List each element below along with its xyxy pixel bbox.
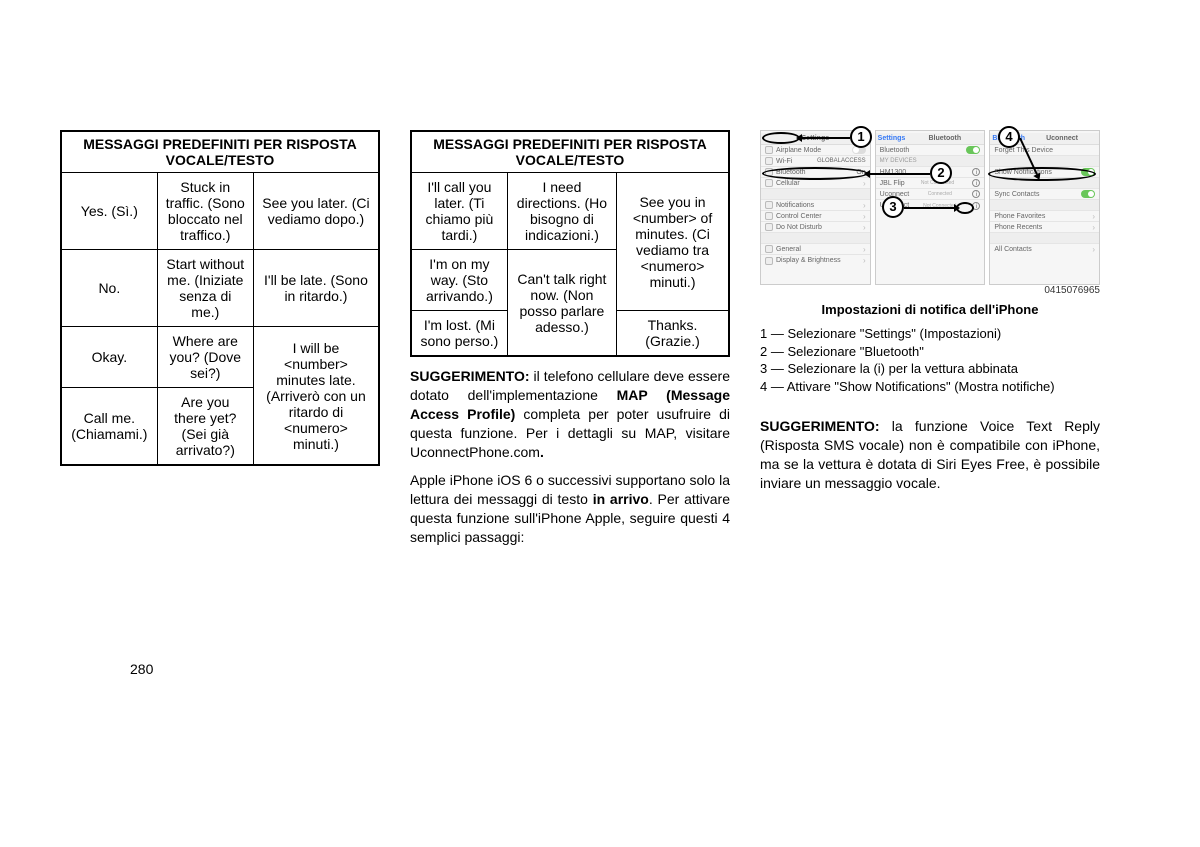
- page-number: 280: [130, 661, 153, 677]
- figure-id: 0415076965: [760, 285, 1100, 296]
- table-cell: Are you there yet? (Sei già arrivato?): [157, 388, 253, 466]
- document-page: MESSAGGI PREDEFINITI PER RISPOSTA VOCALE…: [0, 0, 1200, 847]
- ellipse-bluetooth: [762, 167, 868, 180]
- legend-item: 4 — Attivare "Show Notifications" (Mostr…: [760, 378, 1100, 396]
- table-cell: I'll call you later. (Ti chiamo più tard…: [411, 173, 507, 250]
- iphone-notification-figure: Settings Airplane Mode Wi-FiGLOBALACCESS…: [760, 130, 1100, 395]
- callout-2: 2: [930, 162, 952, 184]
- table-cell: I need directions. (Ho bisogno di indica…: [507, 173, 616, 250]
- table-cell: I'll be late. (Sono in ritardo.): [253, 250, 379, 327]
- legend-item: 3 — Selezionare la (i) per la vettura ab…: [760, 360, 1100, 378]
- bold-text: in arrivo: [593, 491, 649, 507]
- arrow-1: [802, 137, 850, 139]
- label: SUGGERIMENTO:: [760, 418, 880, 434]
- table-cell: I'm lost. (Mi sono perso.): [411, 311, 507, 357]
- ellipse-settings: [762, 132, 800, 144]
- table-cell: No.: [61, 250, 157, 327]
- label: SUGGERIMENTO:: [410, 368, 530, 384]
- table2-header: MESSAGGI PREDEFINITI PER RISPOSTA VOCALE…: [411, 131, 729, 173]
- legend-item: 1 — Selezionare "Settings" (Impostazioni…: [760, 325, 1100, 343]
- table-cell: I'm on my way. (Sto arrivando.): [411, 250, 507, 311]
- phone-screenshot-mock: Settings Airplane Mode Wi-FiGLOBALACCESS…: [760, 130, 1100, 285]
- dot: .: [540, 444, 544, 460]
- iphone-steps-paragraph: Apple iPhone iOS 6 o successivi supporta…: [410, 471, 730, 547]
- table-cell: I will be <number> minutes late. (Arrive…: [253, 327, 379, 466]
- table-cell: See you in <number> of minutes. (Ci vedi…: [617, 173, 729, 311]
- middle-column: MESSAGGI PREDEFINITI PER RISPOSTA VOCALE…: [410, 130, 730, 547]
- table-cell: Yes. (Sì.): [61, 173, 157, 250]
- callout-4: 4: [998, 126, 1020, 148]
- legend-item: 2 — Selezionare "Bluetooth": [760, 343, 1100, 361]
- settings-pane: Settings Airplane Mode Wi-FiGLOBALACCESS…: [760, 130, 871, 285]
- table-cell: Okay.: [61, 327, 157, 388]
- table-cell: Start without me. (Iniziate senza di me.…: [157, 250, 253, 327]
- figure-caption: Impostazioni di notifica dell'iPhone: [760, 302, 1100, 317]
- table-cell: Stuck in traffic. (Sono bloccato nel tra…: [157, 173, 253, 250]
- table-cell: See you later. (Ci vediamo dopo.): [253, 173, 379, 250]
- table-cell: Can't talk right now. (Non posso parlare…: [507, 250, 616, 357]
- table-cell: Thanks. (Grazie.): [617, 311, 729, 357]
- table-cell: Where are you? (Dove sei?): [157, 327, 253, 388]
- callout-1: 1: [850, 126, 872, 148]
- figure-legend: 1 — Selezionare "Settings" (Impostazioni…: [760, 325, 1100, 395]
- table1-header: MESSAGGI PREDEFINITI PER RISPOSTA VOCALE…: [61, 131, 379, 173]
- suggerimento-map-paragraph: SUGGERIMENTO: il telefono cellulare deve…: [410, 367, 730, 461]
- preset-messages-table-1: MESSAGGI PREDEFINITI PER RISPOSTA VOCALE…: [60, 130, 380, 466]
- column-layout: MESSAGGI PREDEFINITI PER RISPOSTA VOCALE…: [60, 130, 1140, 547]
- left-column: MESSAGGI PREDEFINITI PER RISPOSTA VOCALE…: [60, 130, 380, 547]
- suggerimento-voice-text-paragraph: SUGGERIMENTO: la funzione Voice Text Rep…: [760, 417, 1100, 493]
- right-column: Settings Airplane Mode Wi-FiGLOBALACCESS…: [760, 130, 1100, 547]
- callout-3: 3: [882, 196, 904, 218]
- table-cell: Call me. (Chiamami.): [61, 388, 157, 466]
- arrow-2: [870, 173, 930, 175]
- preset-messages-table-2: MESSAGGI PREDEFINITI PER RISPOSTA VOCALE…: [410, 130, 730, 357]
- device-detail-pane: BluetoothUconnect Forget This Device Sho…: [989, 130, 1100, 285]
- arrow-3: [904, 207, 954, 209]
- ellipse-show-notifications: [988, 167, 1096, 181]
